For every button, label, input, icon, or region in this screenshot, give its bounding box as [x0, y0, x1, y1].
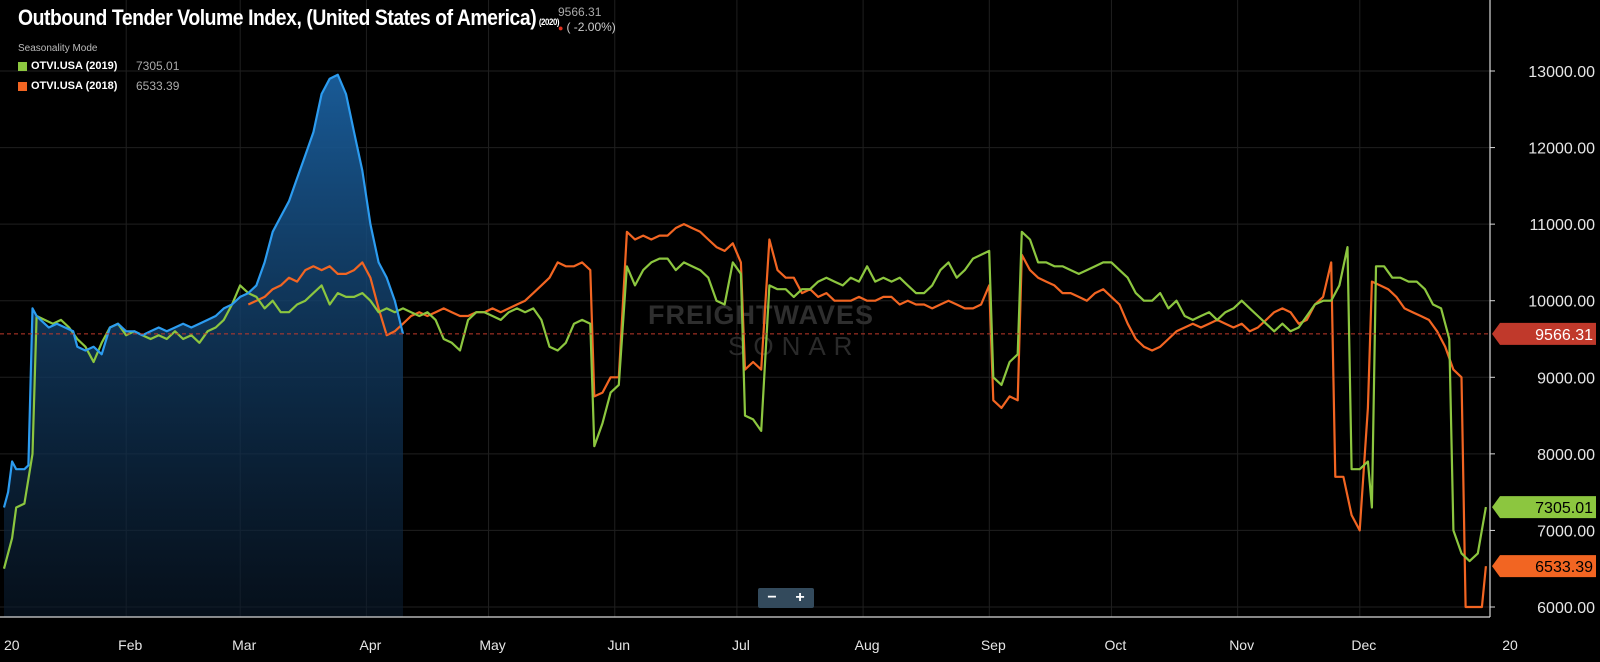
change-dot-icon: ●: [558, 23, 564, 33]
x-tick-label: 20: [1502, 637, 1518, 653]
series-line-2018: [247, 223, 1487, 609]
y-tick-label: 7000.00: [1537, 523, 1595, 540]
y-tick-label: 8000.00: [1537, 447, 1595, 464]
y-tick-label: 9000.00: [1537, 370, 1595, 387]
x-tick-label: Jul: [732, 637, 750, 653]
x-tick-label: Oct: [1105, 637, 1127, 653]
end-tag-2020: 9566.31: [1492, 322, 1596, 345]
legend-swatch-2019: [18, 61, 27, 71]
x-tick-label: Sep: [981, 637, 1006, 653]
end-tag-2019: 7305.01: [1492, 496, 1596, 519]
end-value-tags: 9566.31 7305.01 6533.39: [1492, 322, 1596, 578]
y-tick-label: 12000.00: [1528, 141, 1595, 158]
axes: [0, 0, 1491, 618]
seasonality-mode-label: Seasonality Mode: [18, 43, 98, 54]
zoom-in-button[interactable]: +: [795, 589, 805, 606]
end-tag-2018: 6533.39: [1492, 555, 1596, 578]
end-tag-shape: [1492, 322, 1596, 345]
zoom-out-button[interactable]: −: [767, 589, 777, 606]
x-tick-label: 20: [4, 637, 20, 653]
legend-item-2018[interactable]: OTVI.USA (2018) 6533.39: [18, 79, 179, 93]
x-tick-label: Aug: [855, 637, 880, 653]
x-axis-ticks: 20 Feb Mar Apr May Jun Jul Aug Sep Oct Nov Dec 20: [4, 637, 1518, 653]
series-2020-area: [4, 74, 403, 618]
watermark: FREIGHTWAVES SONAR: [648, 300, 874, 361]
series-line-2020: [2, 73, 405, 508]
watermark-bottom: SONAR: [728, 331, 860, 361]
x-tick-label: Nov: [1229, 637, 1254, 653]
x-tick-label: Feb: [118, 637, 142, 653]
watermark-top: FREIGHTWAVES: [648, 300, 874, 330]
current-value: 9566.31: [558, 5, 602, 19]
x-tick-label: Dec: [1351, 637, 1376, 653]
legend-swatch-2018: [18, 81, 27, 91]
y-tick-label: 13000.00: [1528, 64, 1595, 81]
end-tag-shape: [1492, 555, 1596, 578]
series-lines: [2, 73, 1487, 609]
legend-value-2019: 7305.01: [136, 59, 180, 73]
y-tick-label: 10000.00: [1528, 294, 1595, 311]
series-line-2019: [2, 230, 1487, 569]
x-tick-label: Jun: [607, 637, 630, 653]
zoom-controls: − +: [758, 588, 814, 608]
legend-item-2019[interactable]: OTVI.USA (2019) 7305.01: [18, 59, 179, 73]
end-tag-label: 6533.39: [1535, 559, 1593, 576]
x-tick-label: Mar: [232, 637, 256, 653]
legend-label-2019: OTVI.USA (2019): [31, 60, 118, 72]
end-tag-label: 7305.01: [1535, 500, 1593, 517]
current-readout: 9566.31 ●( -2.00%): [558, 5, 616, 36]
legend-value-2018: 6533.39: [136, 79, 180, 93]
change-percent: ( -2.00%): [566, 20, 616, 34]
x-tick-label: May: [479, 637, 505, 653]
series-2020-fill: [4, 74, 403, 618]
end-tag-shape: [1492, 496, 1596, 519]
chart-title-text: Outbound Tender Volume Index, (United St…: [18, 5, 537, 30]
chart-title: Outbound Tender Volume Index, (United St…: [18, 5, 560, 31]
x-tick-label: Apr: [360, 637, 382, 653]
y-axis-ticks: 6000.00 7000.00 8000.00 9000.00 10000.00 1100…: [1490, 64, 1595, 617]
year-badge: (2020): [538, 17, 560, 27]
legend-label-2018: OTVI.USA (2018): [31, 80, 118, 92]
y-tick-label: 6000.00: [1537, 600, 1595, 617]
y-tick-label: 11000.00: [1529, 217, 1595, 234]
end-tag-label: 9566.31: [1535, 327, 1593, 344]
